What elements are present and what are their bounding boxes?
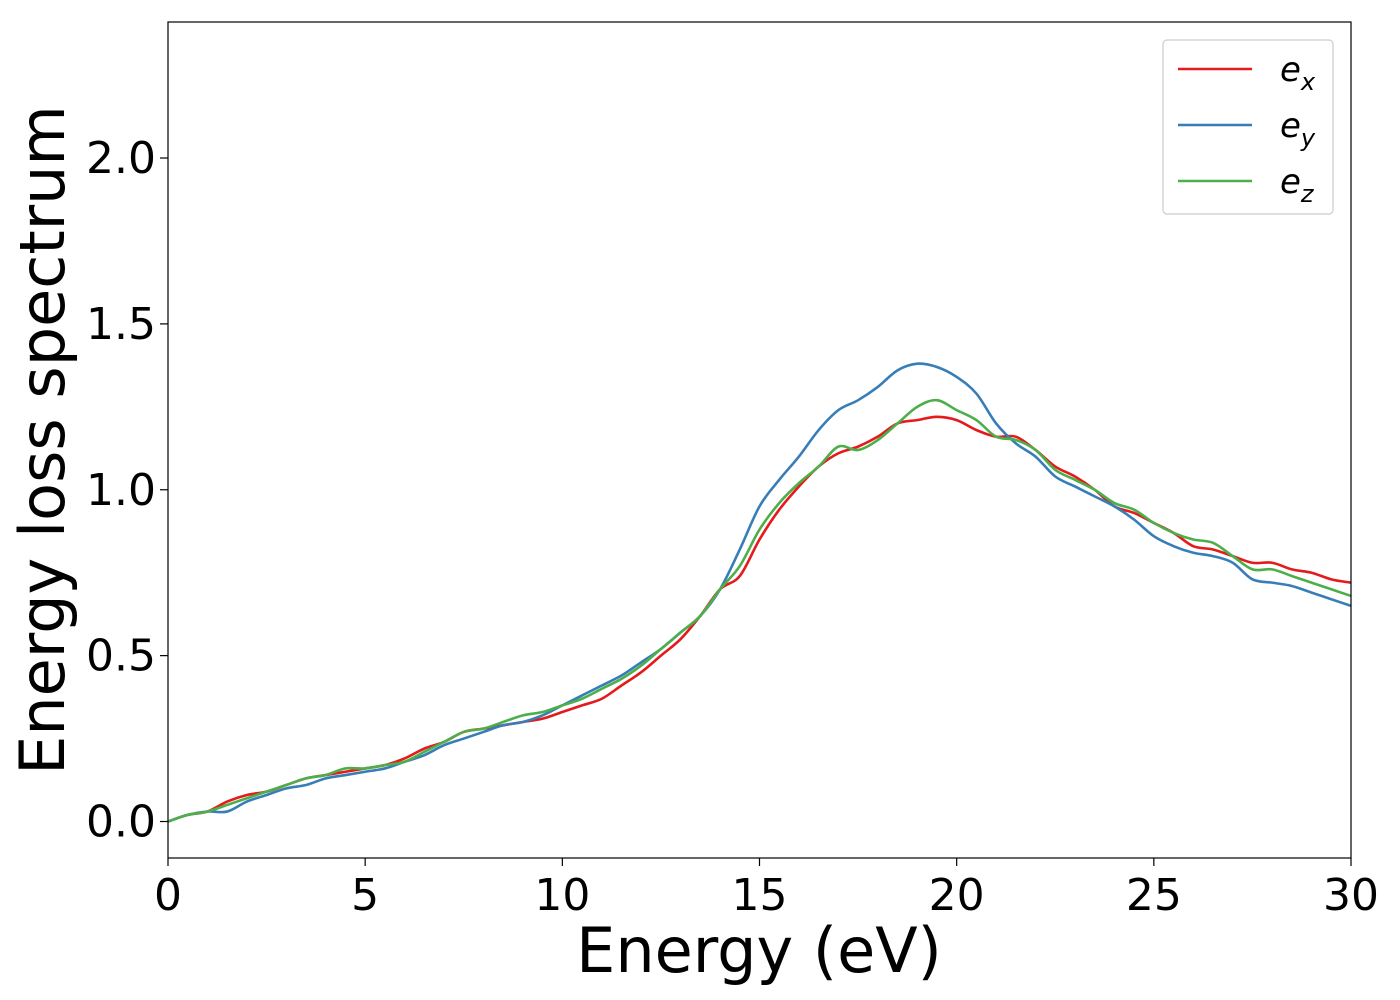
y-tick-label: 0.0 bbox=[86, 797, 156, 848]
x-tick-label: 15 bbox=[732, 870, 788, 921]
x-tick-label: 25 bbox=[1126, 870, 1182, 921]
series-lines bbox=[167, 362, 1352, 823]
y-tick-label: 1.5 bbox=[86, 299, 156, 350]
x-tick-label: 5 bbox=[351, 870, 379, 921]
y-tick-label: 1.0 bbox=[86, 465, 156, 516]
x-tick-label: 30 bbox=[1323, 870, 1379, 921]
x-tick-label: 10 bbox=[534, 870, 590, 921]
y-axis: 0.0 0.5 1.0 1.5 2.0 bbox=[86, 133, 168, 848]
legend-frame bbox=[1162, 39, 1334, 215]
y-tick-label: 2.0 bbox=[86, 133, 156, 184]
x-axis-title: Energy (eV) bbox=[576, 914, 942, 987]
plot-area bbox=[168, 22, 1351, 858]
x-axis: 0 5 10 15 20 25 30 bbox=[154, 858, 1379, 921]
x-tick-label: 0 bbox=[154, 870, 182, 921]
x-tick-label: 20 bbox=[929, 870, 985, 921]
y-tick-label: 0.5 bbox=[86, 631, 156, 682]
series-line-ez bbox=[167, 398, 1352, 823]
series-line-ey bbox=[167, 362, 1352, 823]
y-axis-title: Energy loss spectrum bbox=[6, 105, 79, 775]
